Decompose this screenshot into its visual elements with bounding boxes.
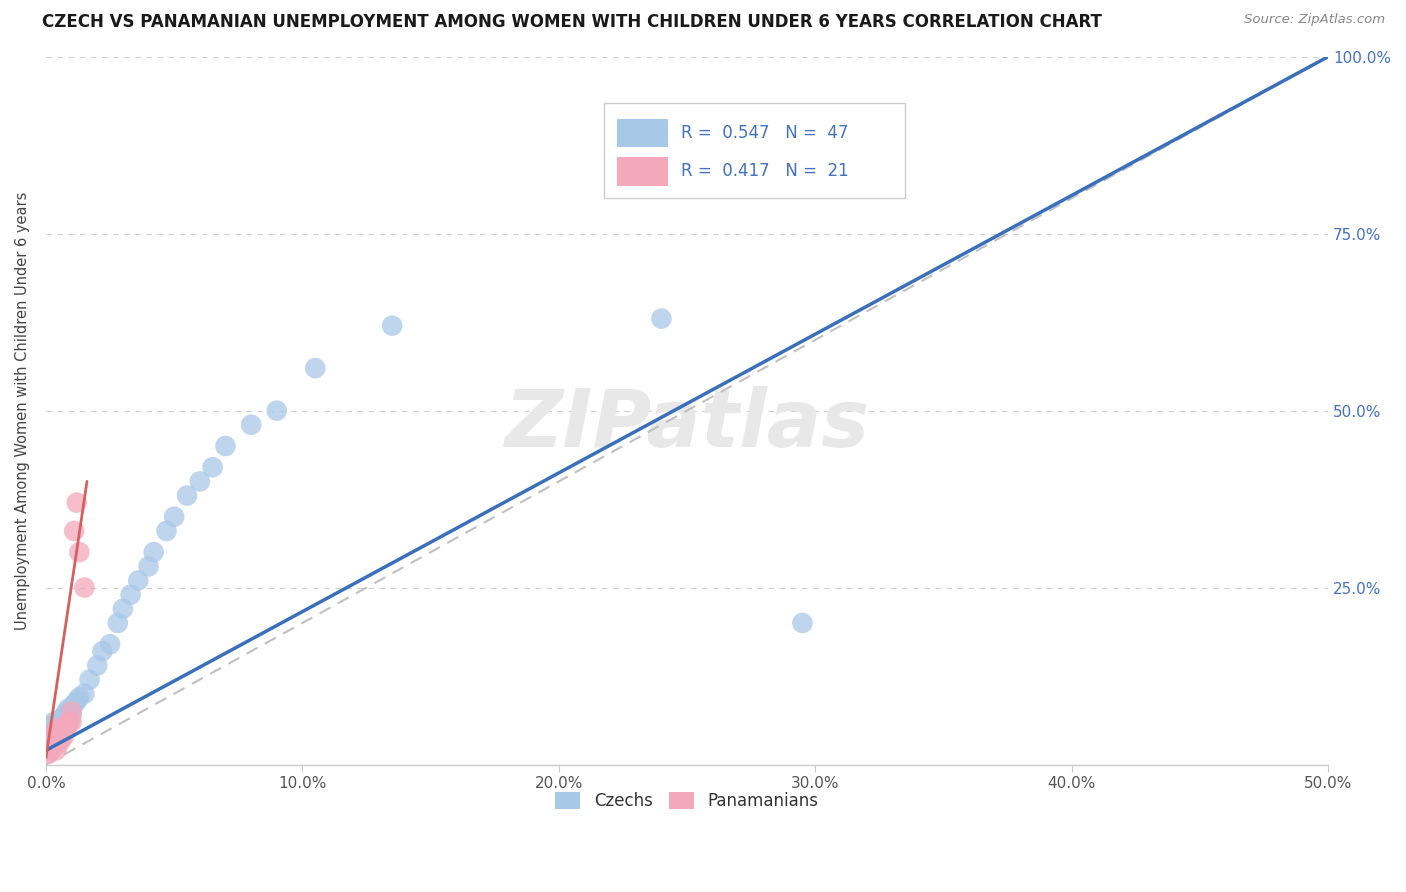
Point	[127, 574, 149, 588]
Point	[51, 725, 73, 739]
Point	[792, 615, 814, 630]
FancyBboxPatch shape	[617, 157, 668, 186]
Point	[42, 736, 65, 750]
Point	[63, 698, 86, 712]
Point	[42, 725, 65, 739]
Point	[73, 581, 96, 595]
Text: ZIPatlas: ZIPatlas	[505, 385, 869, 464]
Point	[63, 524, 86, 538]
Point	[55, 705, 77, 719]
Point	[60, 714, 83, 729]
Point	[155, 524, 177, 538]
Point	[107, 615, 129, 630]
Point	[39, 718, 62, 732]
Text: Source: ZipAtlas.com: Source: ZipAtlas.com	[1244, 13, 1385, 27]
Point	[214, 439, 236, 453]
Point	[51, 732, 73, 747]
FancyBboxPatch shape	[617, 119, 668, 147]
Point	[48, 725, 70, 739]
Point	[39, 732, 62, 747]
Point	[42, 714, 65, 729]
Point	[120, 588, 142, 602]
Point	[58, 714, 80, 729]
Point	[60, 708, 83, 723]
Point	[45, 722, 67, 736]
Point	[60, 705, 83, 719]
Point	[45, 743, 67, 757]
Point	[266, 403, 288, 417]
Y-axis label: Unemployment Among Women with Children Under 6 years: Unemployment Among Women with Children U…	[15, 192, 30, 630]
Point	[39, 729, 62, 743]
Point	[79, 673, 101, 687]
Point	[66, 694, 89, 708]
FancyBboxPatch shape	[603, 103, 905, 198]
Point	[52, 709, 75, 723]
Point	[142, 545, 165, 559]
Point	[176, 489, 198, 503]
Point	[39, 743, 62, 757]
Point	[55, 722, 77, 736]
Point	[38, 732, 60, 747]
Point	[163, 509, 186, 524]
Point	[39, 739, 62, 754]
Point	[45, 722, 67, 736]
Point	[38, 739, 60, 754]
Point	[45, 732, 67, 747]
Point	[38, 743, 60, 757]
Point	[48, 714, 70, 729]
Point	[304, 361, 326, 376]
Point	[201, 460, 224, 475]
Point	[42, 739, 65, 754]
Point	[52, 718, 75, 732]
Point	[42, 729, 65, 743]
Point	[650, 311, 672, 326]
Point	[52, 729, 75, 743]
Point	[73, 687, 96, 701]
Text: R =  0.547   N =  47: R = 0.547 N = 47	[681, 124, 848, 142]
Text: R =  0.417   N =  21: R = 0.417 N = 21	[681, 162, 848, 180]
Point	[188, 475, 211, 489]
Point	[48, 736, 70, 750]
Point	[66, 495, 89, 509]
Point	[38, 747, 60, 761]
Point	[67, 690, 90, 705]
Point	[55, 718, 77, 732]
Point	[381, 318, 404, 333]
Point	[58, 701, 80, 715]
Legend: Czechs, Panamanians: Czechs, Panamanians	[548, 785, 825, 816]
Point	[52, 722, 75, 736]
Point	[138, 559, 160, 574]
Point	[111, 601, 134, 615]
Point	[98, 637, 121, 651]
Point	[91, 644, 114, 658]
Point	[86, 658, 108, 673]
Point	[51, 711, 73, 725]
Point	[67, 545, 90, 559]
Point	[240, 417, 263, 432]
Text: CZECH VS PANAMANIAN UNEMPLOYMENT AMONG WOMEN WITH CHILDREN UNDER 6 YEARS CORRELA: CZECH VS PANAMANIAN UNEMPLOYMENT AMONG W…	[42, 13, 1102, 31]
Point	[48, 729, 70, 743]
Point	[58, 714, 80, 729]
